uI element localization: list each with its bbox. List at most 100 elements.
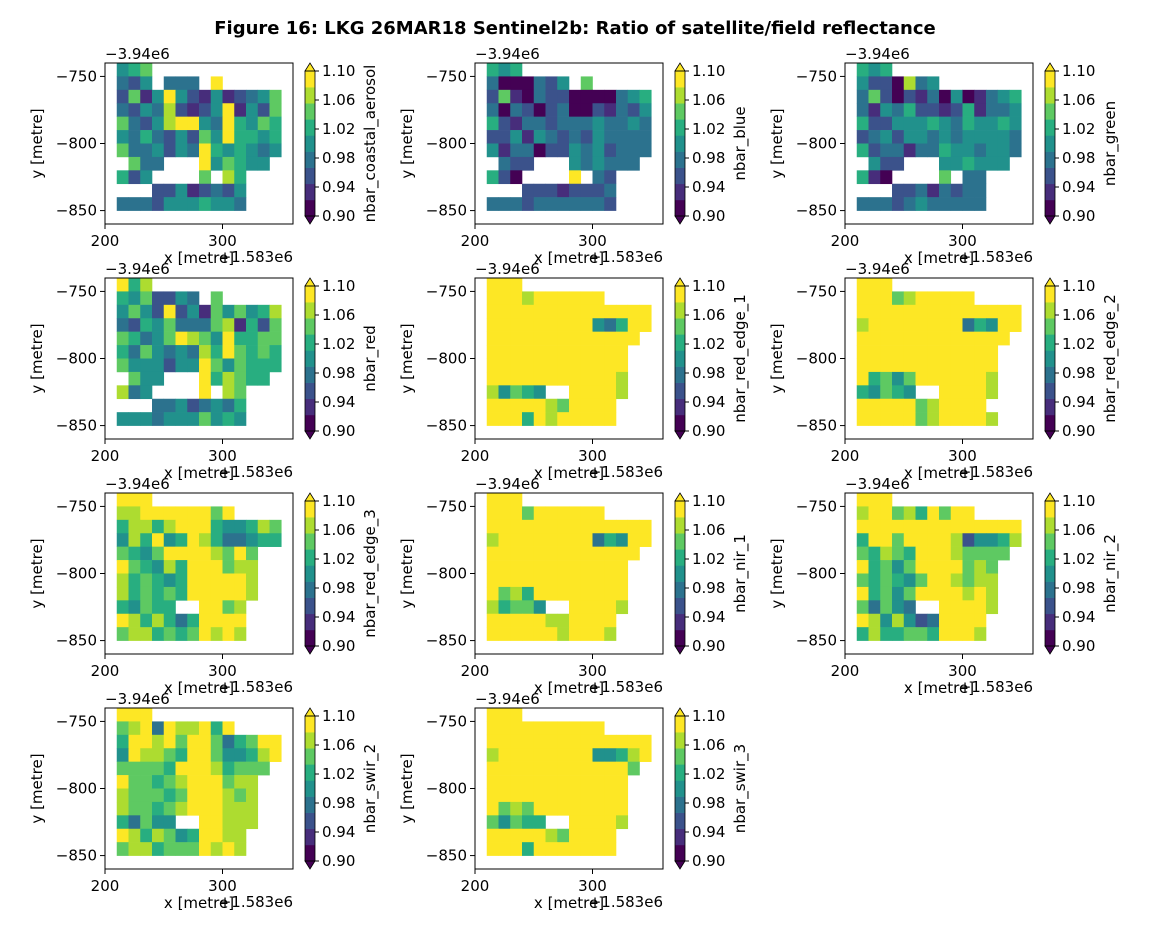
heatmap-cell bbox=[892, 573, 905, 588]
heatmap-cell bbox=[927, 398, 940, 413]
heatmap-cell bbox=[569, 197, 582, 211]
heatmap-cell bbox=[128, 358, 141, 373]
heatmap-cell bbox=[892, 627, 905, 641]
heatmap-cell bbox=[522, 412, 535, 426]
heatmap-cell bbox=[222, 573, 235, 588]
y-axis-label: y [metre] bbox=[398, 108, 416, 178]
heatmap-cell bbox=[868, 116, 881, 131]
heatmap-cell bbox=[592, 775, 605, 789]
heatmap-cell bbox=[187, 183, 200, 198]
heatmap-cell bbox=[974, 304, 987, 319]
heatmap-cell bbox=[510, 412, 523, 426]
heatmap-cell bbox=[880, 398, 893, 413]
heatmap-cell bbox=[116, 143, 129, 158]
heatmap-cell bbox=[140, 331, 153, 346]
heatmap-cell bbox=[140, 304, 153, 319]
colorbar-tick-label: 0.98 bbox=[322, 579, 355, 597]
colorbar-frame bbox=[304, 715, 316, 862]
colorbar-bin bbox=[305, 828, 315, 846]
heatmap-cell bbox=[187, 358, 200, 373]
heatmap-cell bbox=[974, 197, 987, 211]
heatmap-cell bbox=[210, 573, 223, 588]
heatmap-cell bbox=[116, 815, 129, 830]
heatmap-cell bbox=[880, 318, 893, 332]
heatmap-cell bbox=[580, 398, 593, 413]
heatmap-cell bbox=[152, 734, 165, 749]
x-tick-label: 300 bbox=[948, 447, 977, 465]
heatmap-cell bbox=[533, 815, 546, 830]
heatmap-cell bbox=[915, 291, 928, 306]
heatmap-cell bbox=[627, 519, 640, 534]
heatmap-cell bbox=[163, 748, 176, 762]
heatmap-cell bbox=[210, 627, 223, 641]
colorbar-bin bbox=[675, 597, 685, 615]
heatmap-cell bbox=[569, 761, 582, 776]
heatmap-cell bbox=[974, 533, 987, 547]
colorbar-bin bbox=[1045, 71, 1055, 88]
colorbar-bin bbox=[1045, 565, 1055, 582]
heatmap-cell bbox=[116, 493, 129, 507]
heatmap-cell bbox=[557, 358, 570, 373]
heatmap-cell bbox=[604, 600, 617, 615]
heatmap-cell bbox=[128, 130, 141, 144]
colorbar-tick-label: 1.10 bbox=[322, 707, 355, 725]
colorbar-label: nbar_coastal_aerosol bbox=[361, 65, 380, 223]
heatmap-cell bbox=[522, 398, 535, 413]
heatmap-cell bbox=[868, 63, 881, 77]
heatmap-cell bbox=[486, 627, 499, 641]
colorbar-tick-label: 0.94 bbox=[692, 178, 725, 196]
colorbar-tick-label: 0.98 bbox=[1062, 149, 1095, 167]
heatmap-cell bbox=[234, 600, 247, 615]
heatmap-cell bbox=[187, 775, 200, 789]
colorbar-bin bbox=[675, 581, 685, 598]
y-tick-label: −850 bbox=[56, 417, 97, 435]
heatmap-cell bbox=[580, 116, 593, 131]
heatmap-cell bbox=[592, 546, 605, 561]
heatmap-cell bbox=[569, 116, 582, 131]
heatmap-cell bbox=[187, 613, 200, 628]
colorbar-bin bbox=[305, 796, 315, 813]
heatmap-cell bbox=[856, 533, 869, 547]
heatmap-cell bbox=[486, 748, 499, 762]
heatmap-cell bbox=[246, 533, 259, 547]
heatmap-cell bbox=[163, 345, 176, 359]
x-offset-text: +1.583e6 bbox=[219, 893, 293, 911]
heatmap-cell bbox=[627, 761, 640, 776]
heatmap-cell bbox=[199, 546, 212, 561]
heatmap-cell bbox=[128, 304, 141, 319]
heatmap-cell bbox=[592, 345, 605, 359]
x-axis-label: x [metre] bbox=[534, 894, 604, 912]
x-axis-label: x [metre] bbox=[164, 249, 234, 267]
heatmap-cell bbox=[592, 103, 605, 117]
heatmap-cell bbox=[892, 385, 905, 400]
heatmap-cell bbox=[856, 130, 869, 144]
heatmap-cell bbox=[187, 546, 200, 561]
heatmap-cell bbox=[639, 304, 652, 319]
heatmap-cell bbox=[510, 371, 523, 386]
heatmap-cell bbox=[604, 734, 617, 749]
heatmap-cell bbox=[187, 519, 200, 534]
heatmap-cell bbox=[222, 775, 235, 789]
heatmap-cell bbox=[510, 345, 523, 359]
heatmap-cell bbox=[234, 197, 247, 211]
heatmap-cell bbox=[868, 573, 881, 588]
x-tick-label: 300 bbox=[948, 662, 977, 680]
colorbar-label: nbar_red_edge_2 bbox=[1101, 294, 1120, 423]
heatmap-cell bbox=[856, 586, 869, 601]
heatmap-cell bbox=[997, 331, 1010, 346]
heatmap-cell bbox=[903, 600, 916, 615]
heatmap-cell bbox=[856, 318, 869, 332]
x-tick-label: 300 bbox=[208, 662, 237, 680]
heatmap-cell bbox=[163, 304, 176, 319]
heatmap-cell bbox=[152, 506, 165, 521]
heatmap-cell bbox=[939, 627, 952, 641]
heatmap-cell bbox=[557, 197, 570, 211]
heatmap-cell bbox=[856, 398, 869, 413]
heatmap-cell bbox=[580, 573, 593, 588]
heatmap-cell bbox=[545, 318, 558, 332]
x-axis-label: x [metre] bbox=[904, 679, 974, 697]
heatmap-cell bbox=[116, 116, 129, 131]
heatmap-cell bbox=[533, 76, 546, 91]
x-tick-label: 200 bbox=[91, 877, 120, 895]
heatmap-cell bbox=[569, 304, 582, 319]
